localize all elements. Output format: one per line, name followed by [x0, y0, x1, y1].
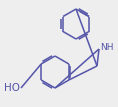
Text: NH: NH [100, 42, 114, 51]
Text: HO: HO [4, 83, 20, 93]
